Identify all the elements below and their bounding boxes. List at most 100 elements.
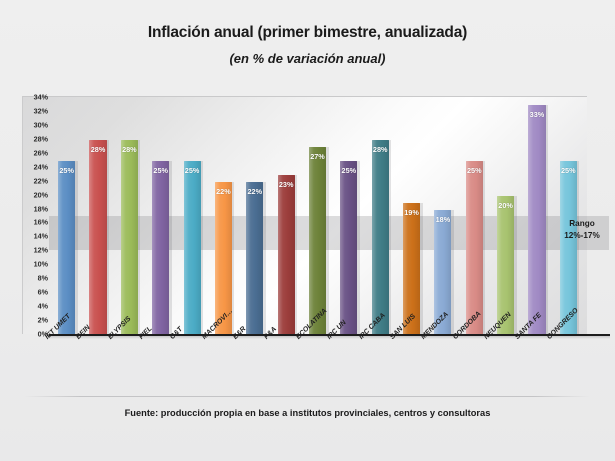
bar[interactable]: 25% [559, 160, 580, 336]
y-axis-tick: 6% [37, 287, 48, 297]
y-axis-tick: 32% [33, 106, 48, 116]
y-axis-tick: 24% [33, 162, 48, 172]
y-axis-tick: 20% [33, 190, 48, 200]
bar[interactable]: 25% [58, 160, 78, 336]
bar-slot: 33% [528, 97, 549, 336]
y-axis-tick: 14% [33, 231, 48, 241]
y-axis-tick: 4% [37, 301, 48, 311]
bar-gloss [528, 104, 546, 335]
y-axis-tick: 22% [33, 176, 48, 186]
bar-slot: 19% [403, 97, 423, 336]
bars-container: 25% 28% 28% 25% 25% 22% 22% 23% 27% 25% 28% 19% 18% 2… [51, 97, 584, 336]
source-note: Fuente: producción propia en base a inst… [124, 408, 491, 418]
y-axis-tick: 26% [33, 148, 48, 158]
bar-gloss [246, 181, 264, 335]
bar-value-label: 22% [216, 186, 231, 196]
bar-gloss [559, 160, 577, 335]
x-axis-line [49, 334, 610, 336]
bar-value-label: 25% [561, 165, 576, 175]
bar-gloss [403, 202, 421, 335]
bar[interactable]: 25% [340, 160, 360, 336]
bar-gloss [120, 139, 138, 335]
bar[interactable]: 20% [497, 195, 517, 336]
bar-slot: 22% [246, 97, 266, 336]
range-legend-value: 12%-17% [564, 230, 600, 240]
bar-value-label: 22% [247, 186, 263, 196]
x-axis-shadow [49, 336, 610, 339]
y-axis-tick: 18% [33, 204, 48, 214]
y-axis-tick: 34% [33, 92, 48, 102]
bar-gloss [465, 160, 483, 335]
x-axis-labels: IET UMET BEIN ELYPSIS FIEL C&T MACROVI… E&R F&A… [44, 307, 583, 396]
y-axis-tick: 2% [37, 315, 48, 325]
range-legend-label: Rango [569, 219, 595, 228]
bar-gloss [214, 181, 232, 335]
bar-value-label: 19% [404, 207, 419, 217]
bar-value-label: 25% [466, 165, 482, 175]
y-axis-tick: 0% [37, 329, 48, 339]
bar-gloss [58, 160, 76, 335]
bar[interactable]: 28% [371, 139, 392, 336]
bar[interactable]: 25% [183, 160, 204, 336]
y-axis-tick: 10% [33, 259, 48, 269]
bar-gloss [152, 160, 170, 335]
bar-value-label: 20% [498, 200, 513, 210]
bar[interactable]: 33% [528, 104, 549, 336]
bar-gloss [277, 174, 295, 335]
bar[interactable]: 22% [246, 181, 266, 336]
bar-slot: 20% [497, 97, 517, 336]
bar-gloss [497, 195, 515, 335]
y-axis: 34% 32% 30% 28% 26% 24% 22% 20% 18% 16% 14% 12% 10% 8… [23, 93, 49, 339]
bar[interactable]: 25% [152, 160, 172, 336]
bar-gloss [371, 139, 389, 335]
bar-slot: 28% [371, 97, 392, 336]
bar-value-label: 23% [278, 179, 294, 189]
bar-slot: 28% [120, 97, 141, 336]
bar-slot: 18% [434, 97, 455, 336]
bar-gloss [434, 209, 452, 335]
y-axis-tick: 16% [33, 217, 48, 227]
bar-value-label: 28% [372, 144, 388, 154]
bar-slot: 22% [214, 97, 235, 336]
bar-gloss [340, 160, 358, 335]
bar-slot: 23% [277, 97, 298, 336]
bar-gloss [183, 160, 201, 335]
bar[interactable]: 23% [277, 174, 298, 336]
bar[interactable]: 19% [403, 202, 423, 336]
footer-divider [24, 396, 590, 397]
bar-value-label: 25% [341, 165, 357, 175]
bar-value-label: 25% [184, 165, 200, 175]
bar-slot: 25% [183, 97, 204, 336]
bar-value-label: 27% [310, 151, 325, 161]
bar-slot: 27% [308, 97, 329, 336]
bar-slot: 25% [340, 97, 360, 336]
bar-slot: 25% [559, 97, 580, 336]
bar-value-label: 33% [529, 109, 545, 119]
page-title: Inflación anual (primer bimestre, anuali… [147, 24, 468, 41]
bar-gloss [308, 146, 327, 335]
title-block: Inflación anual (primer bimestre, anuali… [0, 24, 615, 66]
bar-value-label: 28% [90, 144, 106, 154]
bar[interactable]: 28% [120, 139, 141, 336]
bar[interactable]: 18% [434, 209, 455, 336]
bar-slot: 25% [58, 97, 78, 336]
bar[interactable]: 27% [308, 146, 329, 336]
bar-value-label: 25% [59, 165, 74, 175]
y-axis-tick: 8% [37, 273, 48, 283]
y-axis-tick: 28% [33, 134, 48, 144]
y-axis-tick: 12% [33, 245, 48, 255]
plot-area: 34% 32% 30% 28% 26% 24% 22% 20% 18% 16% 14% 12% 10% 8… [22, 93, 610, 339]
bar[interactable]: 25% [465, 160, 486, 336]
page-subtitle: (en % de variación anual) [229, 51, 386, 66]
bar[interactable]: 22% [214, 181, 235, 336]
bar-slot: 25% [152, 97, 172, 336]
bar[interactable]: 28% [89, 139, 110, 336]
bar-slot: 28% [89, 97, 110, 336]
bar-value-label: 28% [122, 144, 137, 154]
range-legend: Rango 12%-17% [551, 218, 613, 242]
bar-value-label: 18% [435, 214, 451, 224]
y-axis-tick: 30% [33, 120, 48, 130]
bar-slot: 25% [465, 97, 486, 336]
bar-value-label: 25% [153, 165, 169, 175]
